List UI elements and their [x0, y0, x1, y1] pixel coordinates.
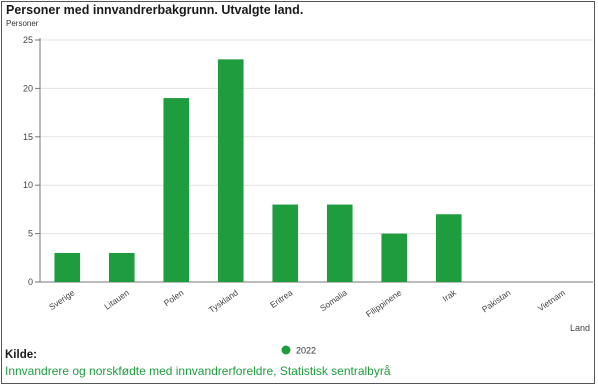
bar-eritrea[interactable]	[272, 204, 299, 282]
y-axis-label: Personer	[6, 19, 39, 28]
chart-title: Personer med innvandrerbakgrunn. Utvalgt…	[6, 3, 304, 17]
y-tick-label: 5	[28, 229, 33, 239]
x-tick-label: Somalia	[318, 287, 349, 313]
bar-somalia[interactable]	[326, 204, 353, 282]
y-tick-label: 10	[23, 180, 33, 190]
y-tick-label: 20	[23, 83, 33, 93]
x-tick-label: Polen	[162, 287, 186, 308]
source-text: Innvandrere og norskfødte med innvandrer…	[5, 364, 391, 378]
x-tick-label: Eritrea	[268, 287, 294, 310]
y-tick-label: 0	[28, 277, 33, 287]
x-tick-label: Vietnam	[536, 287, 567, 313]
x-tick-label: Litauen	[102, 287, 131, 311]
y-tick-label: 25	[23, 35, 33, 45]
x-tick-label: Tyskland	[207, 287, 240, 315]
source-heading: Kilde:	[5, 349, 37, 361]
x-tick-label: Sverige	[47, 287, 77, 312]
y-tick-label: 15	[23, 132, 33, 142]
bar-litauen[interactable]	[108, 252, 135, 282]
bar-polen[interactable]	[163, 98, 190, 282]
bar-irak[interactable]	[435, 214, 462, 282]
x-tick-label: Irak	[441, 287, 459, 304]
legend-marker[interactable]	[281, 345, 291, 355]
x-tick-label: Filippinene	[364, 287, 404, 319]
bar-tyskland[interactable]	[217, 59, 244, 282]
x-tick-label: Pakistan	[480, 287, 513, 314]
x-axis-label: Land	[570, 323, 590, 333]
bar-filippinene[interactable]	[381, 233, 408, 282]
bar-sverige[interactable]	[54, 252, 81, 282]
legend-label[interactable]: 2022	[296, 346, 316, 356]
